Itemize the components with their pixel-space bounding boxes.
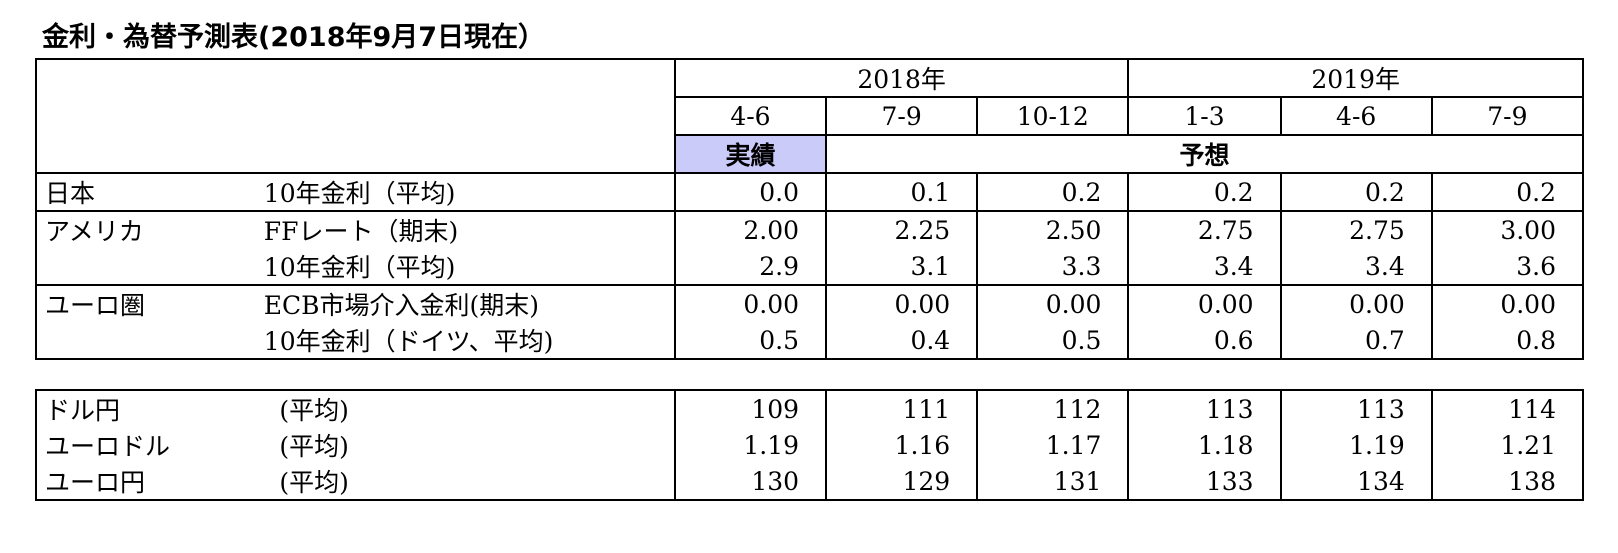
value-cell: 0.5 [976, 322, 1130, 360]
value-cell: 0.6 [1127, 322, 1282, 360]
page-title: 金利・為替予測表(2018年9月7日現在） [42, 22, 546, 53]
value-cell: 0.1 [825, 172, 979, 212]
quarter-header: 4-6 [673, 96, 828, 136]
value-cell: 3.3 [976, 248, 1130, 286]
quarter-header: 1-3 [1127, 96, 1282, 136]
region-label: アメリカ [35, 210, 264, 248]
quarter-header-row: 4-6 7-9 10-12 1-3 4-6 7-9 [36, 96, 1585, 136]
value-cell: 2.25 [825, 210, 979, 248]
value-cell: 131 [976, 463, 1130, 501]
region-label: 日本 [35, 172, 264, 212]
value-cell: 113 [1279, 389, 1433, 427]
item-label: ECB市場介入金利(期末) [263, 284, 675, 322]
table-row: 10年金利（ドイツ、平均) 0.5 0.4 0.5 0.6 0.7 0.8 [35, 322, 1585, 360]
value-cell: 2.75 [1279, 210, 1433, 248]
table-row: ドル円 (平均) 109 111 112 113 113 114 [34, 389, 1585, 427]
value-cell: 133 [1127, 463, 1282, 501]
value-cell: 0.00 [1279, 284, 1433, 322]
value-cell: 1.19 [1279, 427, 1433, 463]
value-cell: 3.4 [1127, 248, 1282, 286]
quarter-header: 7-9 [1430, 96, 1585, 136]
kind-header-row: 実績 予想 [36, 134, 1584, 174]
forecast-label: 予想 [825, 134, 1584, 174]
value-cell: 1.17 [976, 427, 1130, 463]
year-header-2018: 2018年 [673, 58, 1130, 98]
table-row: アメリカ FFレート（期末) 2.00 2.25 2.50 2.75 2.75 … [35, 210, 1585, 248]
region-label [35, 248, 264, 286]
value-cell: 112 [976, 389, 1130, 427]
table-row: ユーロ圏 ECB市場介入金利(期末) 0.00 0.00 0.00 0.00 0… [35, 284, 1585, 322]
table-row: ユーロ円 (平均) 130 129 131 133 134 138 [34, 463, 1585, 501]
year-header-2019: 2019年 [1127, 58, 1584, 98]
value-cell: 0.2 [1430, 172, 1585, 212]
value-cell: 0.2 [1127, 172, 1282, 212]
header-blank-cell [35, 58, 675, 174]
value-cell: 0.8 [1430, 322, 1585, 360]
actual-label: 実績 [673, 134, 828, 174]
value-cell: 0.0 [673, 172, 828, 212]
fx-forecast-table: ドル円 (平均) 109 111 112 113 113 114 ユーロドル (… [34, 389, 1585, 501]
value-cell: 138 [1430, 463, 1585, 501]
value-cell: 129 [825, 463, 979, 501]
value-cell: 1.19 [673, 427, 828, 463]
quarter-header: 7-9 [825, 96, 979, 136]
value-cell: 134 [1279, 463, 1433, 501]
fx-pair-label: ユーロ円 [34, 463, 280, 501]
value-cell: 0.00 [976, 284, 1130, 322]
quarter-header: 10-12 [976, 96, 1130, 136]
fx-pair-label: ユーロドル [34, 427, 280, 463]
item-label: FFレート（期末) [263, 210, 675, 248]
item-label: (平均) [279, 432, 349, 461]
value-cell: 114 [1430, 389, 1585, 427]
value-cell: 1.21 [1430, 427, 1585, 463]
value-cell: 3.4 [1279, 248, 1433, 286]
value-cell: 2.50 [976, 210, 1130, 248]
value-cell: 109 [673, 389, 828, 427]
value-cell: 0.00 [1430, 284, 1585, 322]
table-row: ユーロドル (平均) 1.19 1.16 1.17 1.18 1.19 1.21 [34, 427, 1585, 463]
value-cell: 0.2 [976, 172, 1130, 212]
year-header-row: 2018年 2019年 [35, 58, 1584, 174]
value-cell: 2.9 [673, 248, 828, 286]
item-label: 10年金利（平均) [263, 172, 675, 212]
item-label: 10年金利（平均) [263, 248, 675, 286]
value-cell: 0.00 [673, 284, 828, 322]
quarter-header: 4-6 [1279, 96, 1433, 136]
table-row: 日本 10年金利（平均) 0.0 0.1 0.2 0.2 0.2 0.2 [35, 172, 1585, 212]
item-label: (平均) [279, 463, 675, 501]
value-cell: 3.6 [1430, 248, 1585, 286]
value-cell: 2.75 [1127, 210, 1282, 248]
value-cell: 113 [1127, 389, 1282, 427]
fx-pair-label: ドル円 [34, 389, 280, 427]
value-cell: 2.00 [673, 210, 828, 248]
region-label [35, 322, 264, 360]
item-label: 10年金利（ドイツ、平均) [263, 322, 675, 360]
value-cell: 0.7 [1279, 322, 1433, 360]
item-label: (平均) [279, 389, 675, 427]
value-cell: 1.16 [825, 427, 979, 463]
value-cell: 130 [673, 463, 828, 501]
rate-forecast-table: 2018年 2019年 4-6 7-9 10-12 1-3 4-6 7-9 実績… [35, 58, 1585, 360]
value-cell: 0.2 [1279, 172, 1433, 212]
value-cell: 0.00 [1127, 284, 1282, 322]
table-row: 10年金利（平均) 2.9 3.1 3.3 3.4 3.4 3.6 [35, 248, 1585, 286]
value-cell: 0.00 [825, 284, 979, 322]
value-cell: 3.00 [1430, 210, 1585, 248]
value-cell: 0.5 [673, 322, 828, 360]
value-cell: 1.18 [1127, 427, 1282, 463]
value-cell: 3.1 [825, 248, 979, 286]
region-label: ユーロ圏 [35, 284, 264, 322]
value-cell: 111 [825, 389, 979, 427]
value-cell: 0.4 [825, 322, 979, 360]
